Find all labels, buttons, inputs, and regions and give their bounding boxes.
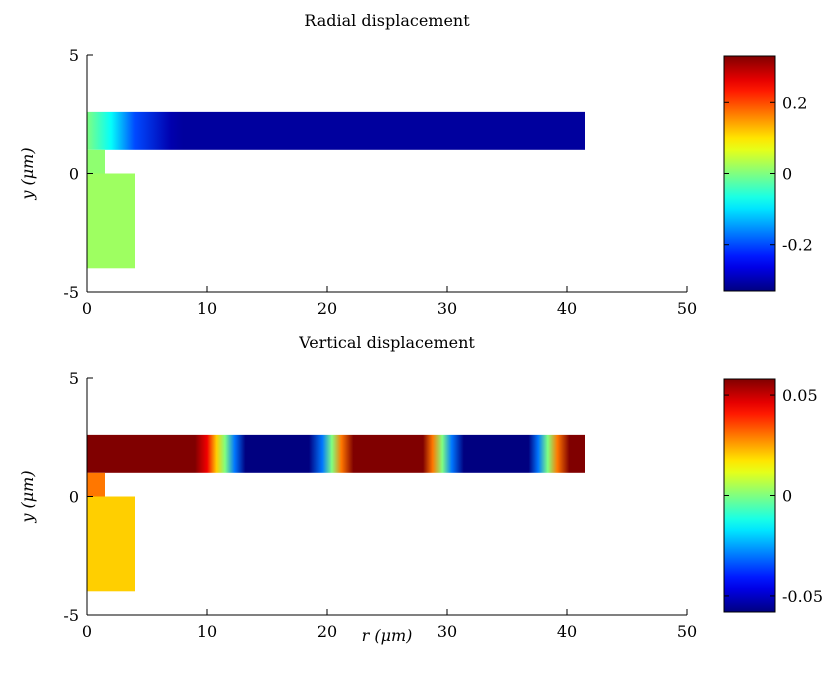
region-pedestal [87,496,135,592]
x-tick-label: 40 [557,622,577,641]
x-tick-label: 0 [82,622,92,641]
colorbar [723,55,776,292]
colorbar-tick-label: 0.05 [782,386,818,405]
colorbar [723,378,776,613]
y-tick-label: 5 [69,369,79,388]
region-stem [87,149,105,174]
region-arm [87,111,585,150]
y-tick-label: -5 [63,606,79,625]
x-tick-label: 40 [557,299,577,318]
y-axis-label: y (μm) [18,470,37,523]
x-tick-label: 50 [677,299,697,318]
x-tick-label: 10 [197,622,217,641]
colorbar-tick-label: 0.2 [782,93,807,112]
chart-title: Vertical displacement [298,333,475,352]
region-pedestal [87,173,135,269]
colorbar-tick-label: 0 [782,165,792,184]
region-arm [87,434,585,473]
y-tick-label: 0 [69,165,79,184]
x-tick-label: 50 [677,622,697,641]
x-axis-label: r (μm) [362,626,413,645]
y-tick-label: -5 [63,283,79,302]
x-tick-label: 20 [317,299,337,318]
colorbar-tick-label: -0.2 [782,236,813,255]
x-tick-label: 20 [317,622,337,641]
region-stem [87,472,105,497]
x-tick-label: 10 [197,299,217,318]
x-tick-label: 30 [437,299,457,318]
y-tick-label: 0 [69,488,79,507]
chart-title: Radial displacement [304,11,470,30]
y-tick-label: 5 [69,46,79,65]
x-tick-label: 0 [82,299,92,318]
x-tick-label: 30 [437,622,457,641]
colorbar-tick-label: -0.05 [782,587,823,606]
y-axis-label: y (μm) [18,147,37,200]
colorbar-tick-label: 0 [782,487,792,506]
